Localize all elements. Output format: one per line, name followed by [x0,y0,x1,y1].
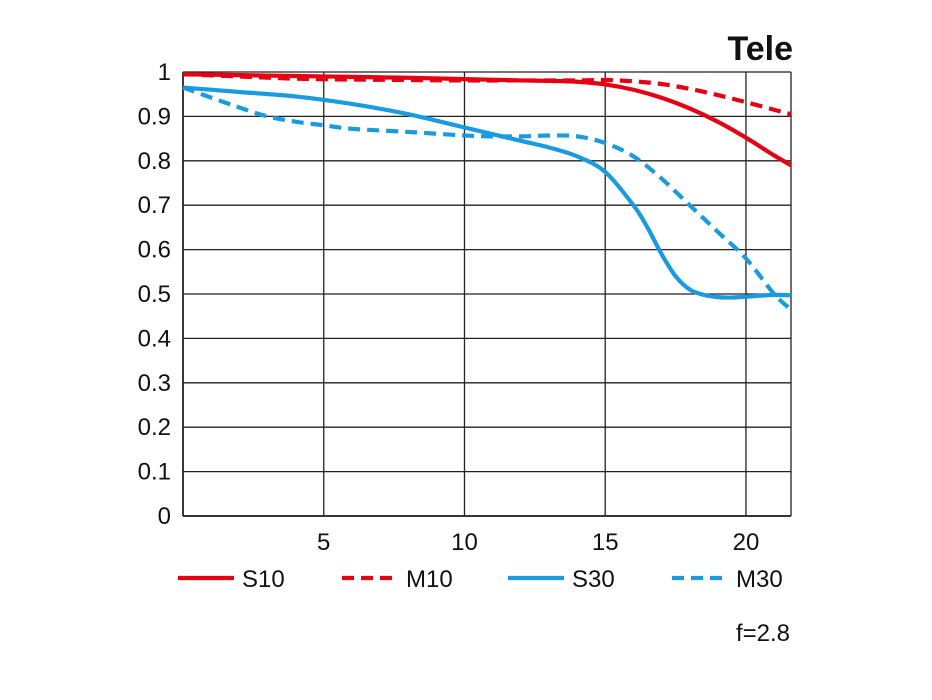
axis-labels: 00.10.20.30.40.50.60.70.80.915 10 15 20 [138,59,760,556]
grid [182,71,792,517]
aperture-note: f=2.8 [736,620,790,647]
y-tick-label: 0.7 [138,192,171,219]
x-tick-label: 5 [317,529,330,556]
series-lines [182,72,793,312]
y-tick-label: 0.5 [138,281,171,308]
legend-label-s10: S10 [242,566,285,593]
series-line-s10 [182,72,793,168]
y-tick-label: 0.2 [138,414,171,441]
x-tick-label: 10 [451,529,478,556]
x-tick-label: 15 [592,529,619,556]
y-tick-label: 0.9 [138,103,171,130]
legend-label-s30: S30 [572,566,615,593]
y-tick-label: 0 [158,503,171,530]
legend-label-m30: M30 [736,566,783,593]
series-line-m30 [182,85,793,312]
legend-label-m10: M10 [406,566,453,593]
y-tick-label: 0.8 [138,148,171,175]
legend: S10 M10 S30 M30 [178,566,783,593]
y-tick-label: 1 [158,59,171,86]
y-tick-label: 0.3 [138,370,171,397]
chart-title: Tele [727,30,793,68]
x-tick-label: 20 [733,529,760,556]
y-tick-label: 0.4 [138,325,171,352]
y-tick-label: 0.6 [138,237,171,264]
series-line-s30 [182,85,792,300]
series-line-m10 [182,72,792,117]
y-tick-label: 0.1 [138,459,171,486]
